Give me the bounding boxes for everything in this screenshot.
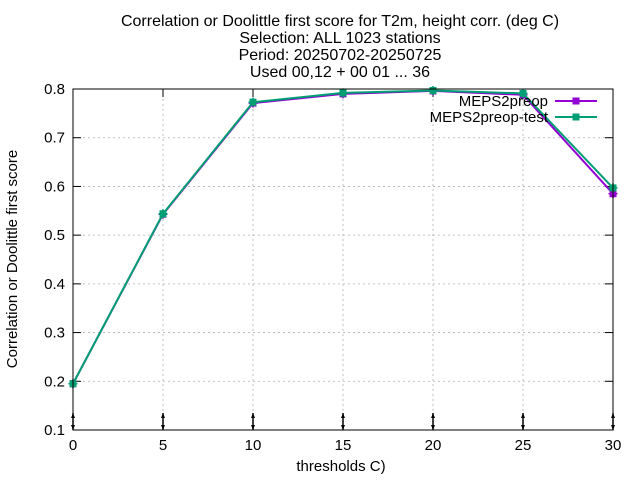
series-layer — [68, 85, 618, 389]
title-line-1: Correlation or Doolittle first score for… — [121, 13, 559, 30]
threshold-marker-head — [431, 413, 435, 430]
threshold-marker-head — [611, 413, 615, 430]
threshold-marker-head — [341, 413, 345, 430]
x-axis-label: thresholds C) — [296, 458, 385, 475]
chart-title: Correlation or Doolittle first score for… — [121, 13, 559, 81]
x-tick-label: 5 — [159, 437, 167, 454]
y-axis-label: Correlation or Doolittle first score — [4, 150, 21, 368]
title-line-4: Used 00,12 + 00 01 ... 36 — [250, 64, 430, 81]
legend-label-1: MEPS2preop — [459, 93, 548, 110]
x-tick-label: 15 — [335, 437, 352, 454]
threshold-marker-head — [251, 413, 255, 430]
y-tick-label: 0.8 — [44, 81, 65, 98]
legend-marker-2 — [572, 113, 580, 121]
data-point-cross — [428, 85, 438, 95]
y-tick-label: 0.1 — [44, 422, 65, 439]
threshold-marker-head — [521, 413, 525, 430]
data-point-cross — [158, 209, 168, 219]
y-tick-label: 0.6 — [44, 178, 65, 195]
legend-label-2: MEPS2preop-test — [430, 109, 549, 126]
x-tick-label: 0 — [69, 437, 77, 454]
y-tick-label: 0.3 — [44, 325, 65, 342]
grid — [73, 89, 613, 430]
threshold-markers — [71, 413, 615, 430]
axis-ticks: 0.1 0.2 0.3 0.4 0.5 0.6 0.7 0.8 0 5 10 15 20 25 30 — [44, 81, 621, 454]
legend-marker-1 — [572, 97, 580, 105]
data-point-cross — [248, 97, 258, 107]
threshold-marker-head — [71, 413, 75, 430]
x-tick-label: 10 — [245, 437, 262, 454]
x-tick-label: 25 — [515, 437, 532, 454]
title-line-2: Selection: ALL 1023 stations — [239, 30, 440, 47]
x-tick-label: 30 — [605, 437, 622, 454]
x-tick-label: 20 — [425, 437, 442, 454]
threshold-marker-head — [161, 413, 165, 430]
y-tick-label: 0.7 — [44, 130, 65, 147]
y-tick-label: 0.4 — [44, 276, 65, 293]
title-line-3: Period: 20250702-20250725 — [239, 47, 442, 64]
data-point-cross — [338, 88, 348, 98]
plot-frame — [72, 88, 614, 431]
y-tick-label: 0.5 — [44, 227, 65, 244]
data-point-cross — [518, 88, 528, 98]
y-tick-label: 0.2 — [44, 373, 65, 390]
